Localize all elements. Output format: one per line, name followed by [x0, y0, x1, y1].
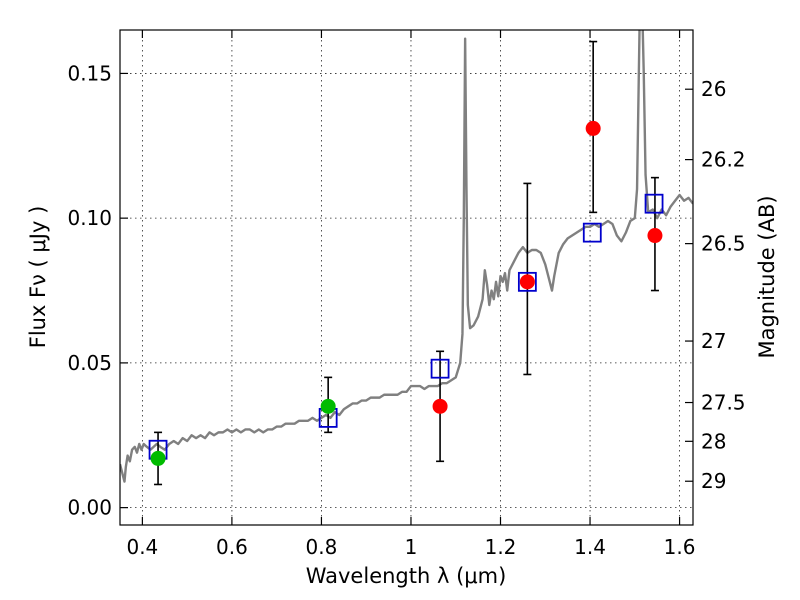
model-square	[644, 193, 664, 214]
ticks	[120, 30, 693, 525]
tick-labels: 0.4 0.6 0.8 1 1.2 1.4 1.6 0.00 0.05 0.10 0.15 26 26.…	[67, 61, 745, 559]
red-point	[585, 120, 601, 136]
plot-frame	[119, 29, 694, 526]
green-point	[150, 450, 166, 466]
right-axis-label: Magnitude (AB)	[755, 195, 779, 358]
y-tick-label: 0.05	[67, 351, 112, 375]
red-point	[647, 228, 663, 244]
y-tick-label: 0.00	[67, 496, 112, 520]
right-tick-label: 27.5	[701, 391, 746, 415]
model-square	[430, 358, 450, 379]
x-axis-label: Wavelength λ (μm)	[306, 564, 507, 588]
x-tick-label: 1.6	[664, 535, 696, 559]
model-square	[582, 222, 602, 243]
x-tick-label: 1	[405, 535, 418, 559]
right-tick-label: 26.5	[701, 232, 746, 256]
green-point	[320, 398, 336, 414]
right-tick-label: 28	[701, 429, 726, 453]
x-tick-label: 1.4	[574, 535, 606, 559]
right-tick-label: 26.2	[701, 148, 746, 172]
right-tick-label: 26	[701, 77, 726, 101]
red-point	[432, 398, 448, 414]
x-tick-label: 0.4	[126, 535, 158, 559]
red-point	[519, 274, 535, 290]
plot-background	[120, 30, 693, 525]
markers	[148, 40, 664, 486]
right-tick-label: 29	[701, 469, 726, 493]
x-tick-label: 0.6	[216, 535, 248, 559]
x-tick-label: 1.2	[485, 535, 517, 559]
grid	[120, 30, 693, 525]
y-tick-label: 0.15	[67, 61, 112, 85]
y-axis-label: Flux Fν ( μJy )	[26, 206, 50, 349]
x-tick-label: 0.8	[306, 535, 338, 559]
y-tick-label: 0.10	[67, 206, 112, 230]
model-square	[517, 271, 537, 292]
plot-area	[120, 30, 693, 483]
spectrum-line	[120, 30, 693, 483]
right-tick-label: 27	[701, 329, 726, 353]
